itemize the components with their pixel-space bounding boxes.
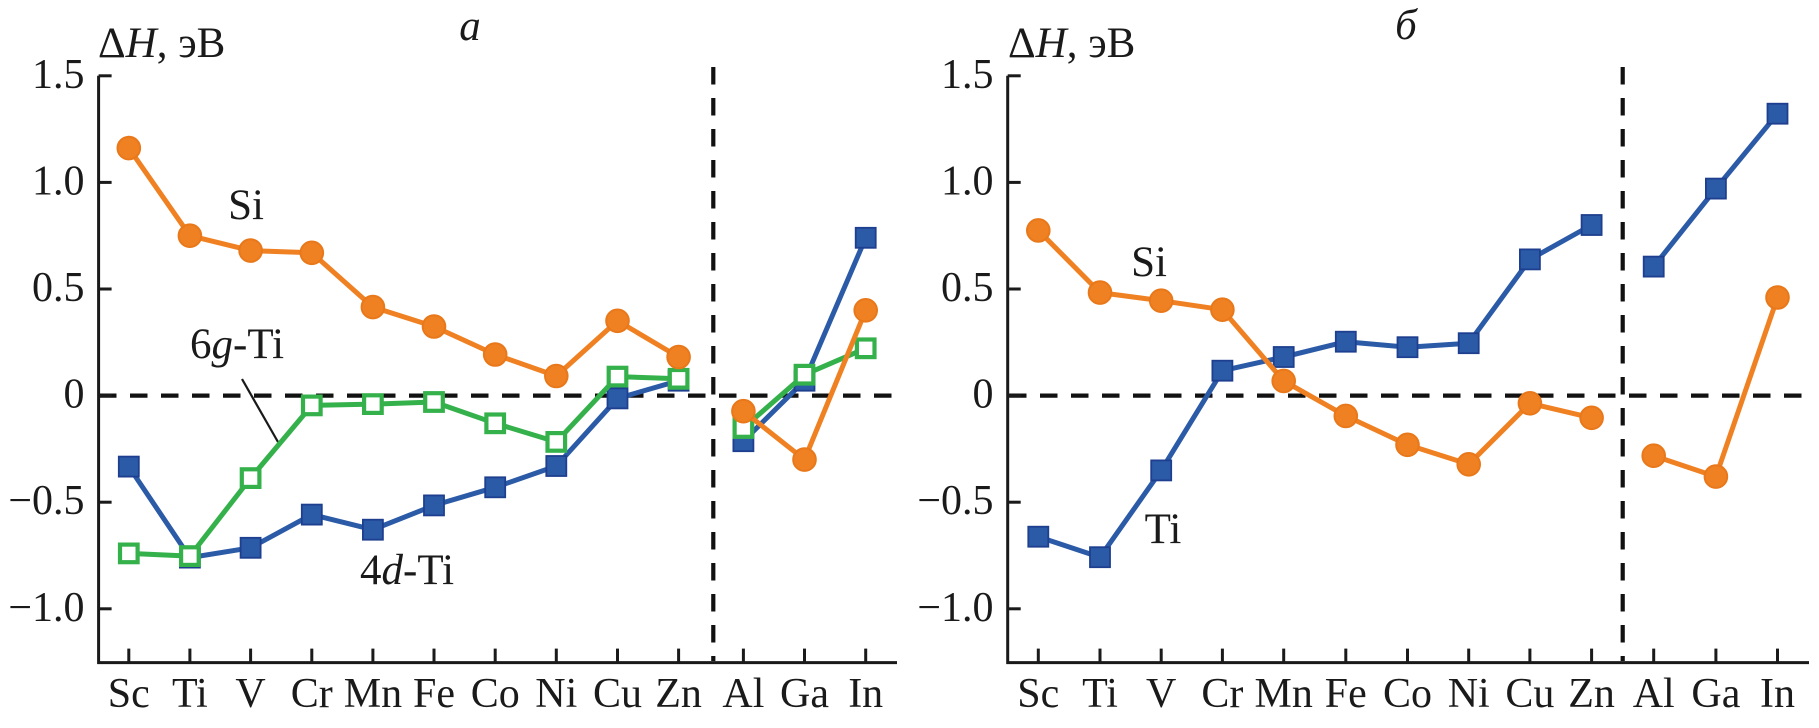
svg-text:1.5: 1.5 — [32, 52, 85, 98]
svg-text:Zn: Zn — [655, 671, 702, 717]
svg-text:Zn: Zn — [1568, 671, 1615, 717]
svg-text:−1.0: −1.0 — [8, 585, 84, 631]
svg-text:0: 0 — [64, 372, 85, 418]
svg-text:a: a — [459, 3, 481, 50]
svg-text:Ti: Ti — [1082, 671, 1118, 717]
svg-text:Si: Si — [1131, 239, 1167, 286]
svg-text:ΔH, эB: ΔH, эB — [1008, 20, 1135, 67]
svg-text:−0.5: −0.5 — [917, 478, 993, 524]
svg-text:Fe: Fe — [413, 671, 455, 717]
svg-text:Al: Al — [722, 671, 764, 717]
svg-text:Co: Co — [471, 671, 520, 717]
svg-text:V: V — [235, 671, 265, 717]
svg-text:Cr: Cr — [1201, 671, 1243, 717]
svg-text:In: In — [848, 671, 883, 717]
svg-text:Ga: Ga — [780, 671, 829, 717]
svg-text:Ti: Ti — [1145, 506, 1182, 553]
svg-text:Al: Al — [1633, 671, 1675, 717]
svg-text:1.0: 1.0 — [941, 158, 994, 204]
svg-text:Co: Co — [1383, 671, 1432, 717]
svg-text:0: 0 — [973, 372, 994, 418]
svg-text:In: In — [1760, 671, 1795, 717]
svg-text:Cu: Cu — [593, 671, 642, 717]
svg-text:Sc: Sc — [108, 671, 150, 717]
svg-text:ΔH, эB: ΔH, эB — [98, 20, 225, 67]
svg-text:4d-Ti: 4d-Ti — [360, 547, 454, 594]
svg-text:6g-Ti: 6g-Ti — [190, 321, 284, 368]
svg-text:−0.5: −0.5 — [8, 478, 84, 524]
svg-text:0.5: 0.5 — [941, 265, 994, 311]
svg-text:−1.0: −1.0 — [917, 585, 993, 631]
svg-text:б: б — [1395, 2, 1418, 49]
svg-text:Cr: Cr — [291, 671, 333, 717]
svg-text:Ni: Ni — [1448, 671, 1490, 717]
svg-text:Cu: Cu — [1505, 671, 1554, 717]
svg-text:V: V — [1146, 671, 1176, 717]
svg-text:Mn: Mn — [344, 671, 402, 717]
svg-text:1.5: 1.5 — [941, 52, 994, 98]
svg-text:1.0: 1.0 — [32, 158, 85, 204]
svg-text:Ti: Ti — [172, 671, 208, 717]
svg-text:Mn: Mn — [1255, 671, 1313, 717]
svg-text:0.5: 0.5 — [32, 265, 85, 311]
svg-text:Ga: Ga — [1691, 671, 1740, 717]
svg-text:Ni: Ni — [535, 671, 577, 717]
svg-text:Sc: Sc — [1017, 671, 1059, 717]
svg-text:Fe: Fe — [1325, 671, 1367, 717]
svg-text:Si: Si — [228, 182, 264, 229]
